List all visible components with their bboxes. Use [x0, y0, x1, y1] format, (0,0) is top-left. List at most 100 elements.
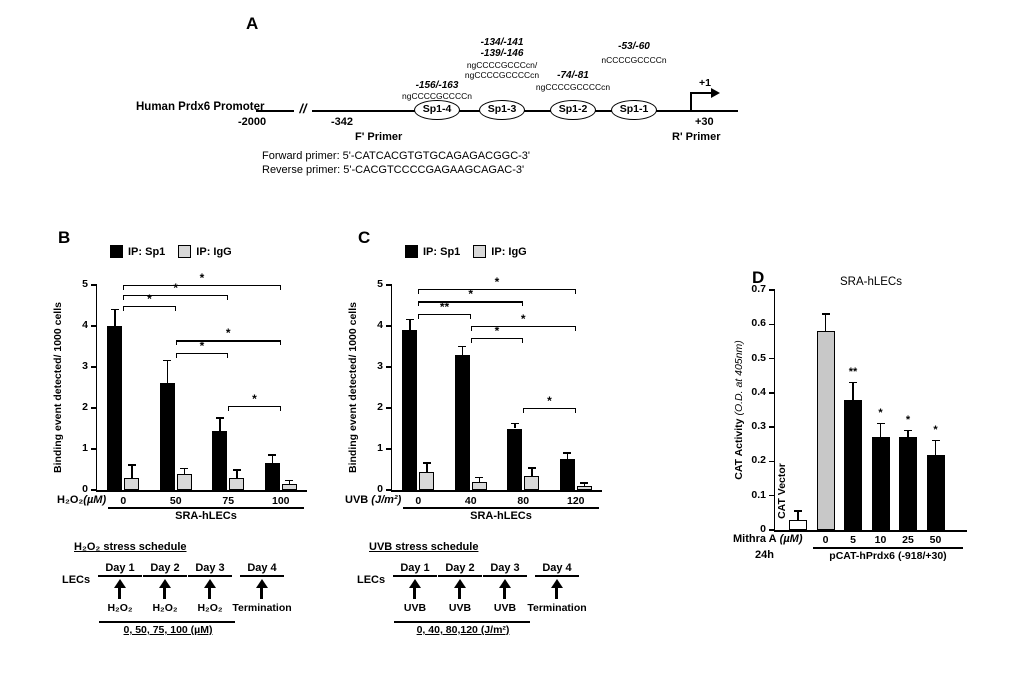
error-bar-line [131, 465, 133, 478]
y-tick-label: 2 [377, 401, 383, 413]
x-category-label: 120 [566, 495, 585, 507]
bar [816, 331, 835, 530]
error-bar-cap [580, 482, 589, 484]
up-arrow-icon [158, 579, 171, 599]
y-axis-line [773, 290, 775, 532]
schedule-treatment-2-b: H₂O₂ [152, 602, 178, 614]
bar [419, 471, 435, 490]
sig-bracket-tick [574, 326, 576, 331]
construct-label-d: pCAT-hPrdx6 (-918/+30) [829, 550, 947, 562]
y-tick-label: 0.1 [751, 488, 766, 501]
y-tick [768, 494, 775, 497]
error-bar-line [409, 319, 411, 331]
sig-bracket-tick [228, 405, 230, 411]
schedule-lecs-label-b: LECs [62, 574, 91, 586]
sig-label: * [173, 281, 179, 296]
sp1-2-site: Sp1-2 [550, 100, 596, 120]
y-tick [90, 325, 97, 327]
sig-bracket [175, 340, 281, 342]
y-tick-label: 1 [82, 442, 88, 454]
error-bar-cap [215, 417, 224, 419]
legend-c: IP: Sp1 IP: IgG [405, 245, 527, 258]
y-tick-label: 0 [377, 483, 383, 495]
error-bar-cap [563, 452, 572, 454]
schedule-title-c: UVB stress schedule [369, 541, 479, 553]
tss-arrow-head-icon [711, 88, 720, 98]
x-category-label: 5 [850, 534, 856, 546]
y-tick-label: 0 [82, 483, 88, 495]
sig-bracket [228, 405, 281, 408]
sig-bracket [470, 338, 524, 340]
x-category-label: 40 [464, 495, 477, 507]
schedule-day-4-c: Day 4 [535, 562, 579, 577]
x-axis-time-d: 24h [755, 549, 774, 561]
y-tick [385, 489, 392, 491]
error-bar-line [271, 455, 273, 464]
cell-line-underline-c [403, 507, 599, 509]
sp1-2-sequence: ngCCCCGCCCCcn [535, 82, 611, 92]
error-bar-line [879, 423, 882, 438]
cell-line-label-c: SRA-hLECs [470, 510, 532, 522]
x-category-label: 80 [517, 495, 530, 507]
sig-bracket [523, 408, 576, 410]
sp1-3-sequence-1: ngCCCCGCCCcn/ [466, 60, 538, 70]
x-axis-title-b-unit: (µM) [83, 494, 107, 506]
sig-bracket-tick [175, 340, 177, 346]
bar [471, 481, 487, 490]
sig-bracket [418, 313, 471, 315]
promoter-line-break: // [294, 101, 312, 116]
sp1-swatch-icon [110, 245, 123, 258]
x-axis-title-c-main: UVB [345, 494, 369, 506]
sig-label: * [494, 324, 500, 339]
y-tick [768, 289, 775, 291]
sig-label: * [225, 326, 231, 341]
sig-bracket-tick [123, 295, 125, 301]
y-tick-label: 0.3 [751, 420, 766, 433]
up-arrow-icon [498, 579, 511, 599]
sp1-4-sequence: ngCCCCGCCCCn [402, 91, 472, 101]
y-tick-label: 0.2 [751, 454, 766, 467]
chart-title-d: SRA-hLECs [840, 276, 902, 288]
error-bar-line [514, 423, 516, 429]
sig-label: * [933, 423, 938, 436]
sig-bracket-tick [574, 408, 576, 413]
legend-igg-label: IP: IgG [196, 245, 232, 258]
schedule-treatment-4-b: Termination [232, 602, 292, 614]
sig-label: * [547, 394, 552, 408]
error-bar-line [114, 309, 116, 326]
error-bar-cap [821, 313, 830, 315]
y-tick [385, 448, 392, 450]
schedule-lecs-label-c: LECs [357, 574, 386, 586]
error-bar-cap [163, 359, 172, 362]
x-category-label: 100 [271, 495, 290, 507]
sig-bracket-tick [279, 285, 281, 290]
y-tick-label: 5 [82, 278, 88, 290]
error-bar-cap [931, 439, 940, 442]
x-axis-title-d: Mithra A (µM) [733, 533, 802, 545]
schedule-day-2-b: Day 2 [143, 562, 187, 577]
up-arrow-icon [408, 579, 421, 599]
tss-plus-one: +1 [699, 77, 711, 89]
bar [159, 383, 175, 490]
y-tick [385, 284, 392, 286]
error-bar-cap [876, 422, 885, 425]
bar [524, 475, 540, 490]
sig-bracket-tick [123, 285, 125, 290]
bar [107, 326, 123, 490]
y-tick [90, 448, 97, 450]
schedule-doses-b: 0, 50, 75, 100 (µM) [123, 624, 213, 636]
legend-sp1-label: IP: Sp1 [128, 245, 166, 258]
y-tick-label: 0 [760, 523, 766, 535]
promoter-pos-right: +30 [695, 116, 714, 128]
sig-label: * [147, 291, 152, 306]
y-tick [768, 323, 775, 326]
igg-swatch-icon [473, 245, 487, 258]
bar [871, 437, 890, 530]
y-tick [90, 407, 97, 409]
sig-label: * [252, 391, 257, 406]
y-axis-line [95, 285, 97, 492]
sig-label: ** [848, 365, 858, 378]
sp1-4-site: Sp1-4 [414, 100, 460, 120]
promoter-pos-mid: -342 [331, 116, 354, 128]
